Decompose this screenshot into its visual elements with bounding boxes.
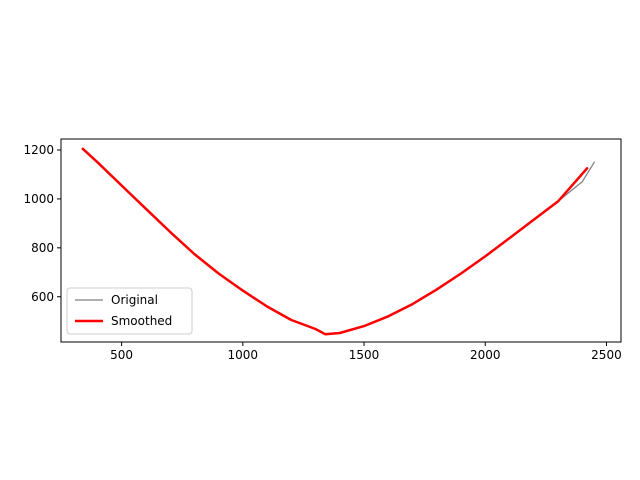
- x-tick-label: 1000: [228, 348, 259, 362]
- legend: Original Smoothed: [66, 287, 193, 335]
- x-tick-label: 2000: [470, 348, 501, 362]
- y-tick-label: 800: [31, 241, 54, 255]
- series-line-smoothed: [81, 147, 589, 336]
- x-tick-label: 500: [110, 348, 133, 362]
- axes: 500 1000 1500 2000 2500 600 800 1000 1200: [23, 143, 621, 362]
- x-tick-label: 1500: [349, 348, 380, 362]
- legend-label-original: Original: [111, 293, 158, 307]
- x-tick-label: 2500: [591, 348, 622, 362]
- legend-label-smoothed: Smoothed: [111, 314, 172, 328]
- axes-frame: [60, 138, 622, 343]
- y-tick-label: 1000: [23, 192, 54, 206]
- y-tick-label: 1200: [23, 143, 54, 157]
- y-tick-label: 600: [31, 290, 54, 304]
- plot-lines: [81, 147, 595, 336]
